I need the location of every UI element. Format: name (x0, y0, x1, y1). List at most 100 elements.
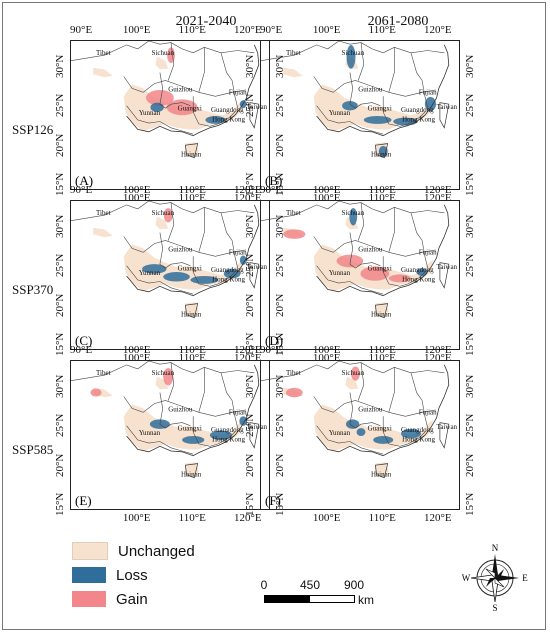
bottom-lon-tick: 110°E (368, 352, 396, 364)
island-outline (375, 463, 389, 479)
bottom-lon-tick: 110°E (368, 512, 396, 524)
place-label-tibet: Tibet (96, 209, 111, 217)
left-lat-tick: 15°N (244, 492, 256, 517)
coastline (316, 364, 450, 457)
top-lon-tick: 120°E (423, 184, 452, 196)
place-label-sichuan: Sichuan (152, 49, 175, 57)
row-label-ssp585: SSP585 (12, 442, 54, 457)
place-label-sichuan: Sichuan (152, 369, 175, 377)
left-lat-tick: 25°N (244, 413, 256, 438)
left-lat-tick: 30°N (54, 374, 66, 398)
place-label-fujian: Fujian (229, 249, 247, 257)
island-outline (249, 422, 260, 449)
place-label-guangdong: Guangdong (401, 426, 434, 434)
left-lat-tick: 25°N (54, 253, 66, 278)
place-label-taiwan: Taiwan (247, 263, 268, 271)
bottom-lon-tick: 100°E (122, 192, 151, 204)
province-boundary (316, 265, 384, 295)
unchanged-area (283, 67, 303, 78)
scale-tick-450: 450 (299, 578, 321, 592)
unchanged-area (123, 404, 244, 451)
bottom-lon-tick: 120°E (233, 192, 262, 204)
loss-area (346, 44, 356, 69)
province-boundary (123, 76, 247, 97)
scale-tick-900: 900 (343, 578, 365, 592)
island-outline (375, 303, 389, 319)
province-boundary (349, 392, 381, 429)
bottom-lon-tick: 110°E (178, 512, 206, 524)
place-label-hainan: Hainan (371, 150, 392, 158)
bottom-lon-tick: 110°E (178, 192, 206, 204)
left-lat-tick: 20°N (54, 453, 66, 477)
place-label-hong-kong: Hong Kong (402, 116, 435, 124)
loss-area (239, 416, 248, 426)
left-lat-tick: 20°N (244, 453, 256, 477)
loss-swatch (72, 567, 106, 583)
province-boundary (192, 256, 236, 287)
place-label-guangdong: Guangdong (211, 106, 244, 114)
place-label-sichuan: Sichuan (342, 369, 365, 377)
province-boundary (357, 362, 365, 401)
map-canvas: Tibet Sichuan Guizhou Yunnan Guangxi Guangdon… (70, 200, 270, 350)
legend-label-loss: Loss (116, 566, 148, 584)
top-lon-tick: 100°E (122, 184, 151, 196)
province-boundary (261, 41, 445, 61)
panel-letter: (E) (75, 493, 92, 508)
province-boundary (126, 265, 194, 295)
top-lon-tick: 110°E (178, 24, 206, 36)
province-boundary (388, 367, 395, 413)
place-label-hainan: Hainan (371, 310, 392, 318)
top-lon-tick: 120°E (233, 184, 262, 196)
island-outline (185, 143, 199, 159)
place-label-sichuan: Sichuan (342, 49, 365, 57)
bottom-lon-tick: 100°E (312, 512, 341, 524)
place-label-guangdong: Guangdong (401, 106, 434, 114)
coastline (316, 204, 450, 297)
right-lat-tick: 25°N (464, 253, 476, 278)
place-label-yunnan: Yunnan (139, 109, 161, 117)
place-label-hainan: Hainan (181, 470, 202, 478)
place-label-guizhou: Guizhou (168, 86, 193, 94)
unchanged-area (93, 67, 113, 78)
place-label-guizhou: Guizhou (358, 86, 383, 94)
province-boundary (313, 236, 437, 257)
province-boundary (410, 212, 423, 241)
place-label-hainan: Hainan (181, 150, 202, 158)
right-lat-tick: 30°N (464, 54, 476, 78)
bottom-lon-tick: 120°E (423, 352, 452, 364)
compass-w: W (462, 573, 471, 583)
left-lat-tick: 20°N (54, 293, 66, 317)
top-lon-tick: 90°E (70, 24, 93, 36)
place-label-guizhou: Guizhou (168, 406, 193, 414)
loss-area (373, 436, 394, 444)
coastline (126, 364, 260, 457)
place-label-tibet: Tibet (96, 369, 111, 377)
bottom-lon-tick: 120°E (423, 512, 452, 524)
gain-area (351, 366, 360, 381)
top-lon-tick: 120°E (423, 24, 452, 36)
loss-area (342, 101, 358, 111)
map-panel: Tibet Sichuan Guizhou Yunnan Guangxi Guangdon… (230, 184, 490, 368)
place-label-sichuan: Sichuan (152, 209, 175, 217)
right-lat-tick: 25°N (464, 413, 476, 438)
scale-unit: km (358, 593, 374, 607)
island-outline (249, 102, 260, 129)
place-label-sichuan: Sichuan (342, 209, 365, 217)
loss-area (142, 264, 167, 274)
province-boundary (123, 236, 247, 257)
map-panel: Tibet Sichuan Guizhou Yunnan Guangxi Guangdon… (40, 184, 300, 368)
column-title-2021-2040: 2021-2040 (175, 14, 237, 29)
coastline (316, 44, 450, 137)
place-label-taiwan: Taiwan (437, 263, 458, 271)
legend-label-gain: Gain (116, 590, 148, 608)
place-label-hainan: Hainan (371, 470, 392, 478)
bottom-lon-tick: 120°E (233, 512, 262, 524)
place-label-tibet: Tibet (286, 369, 301, 377)
left-lat-tick: 25°N (54, 413, 66, 438)
place-label-fujian: Fujian (229, 409, 247, 417)
left-lat-tick: 15°N (54, 492, 66, 517)
right-lat-tick: 20°N (464, 453, 476, 477)
map-panel: Tibet Sichuan Guizhou Yunnan Guangxi Guangdon… (230, 24, 490, 208)
right-lat-tick: 20°N (464, 133, 476, 157)
scale-bar-graphic (264, 595, 355, 603)
